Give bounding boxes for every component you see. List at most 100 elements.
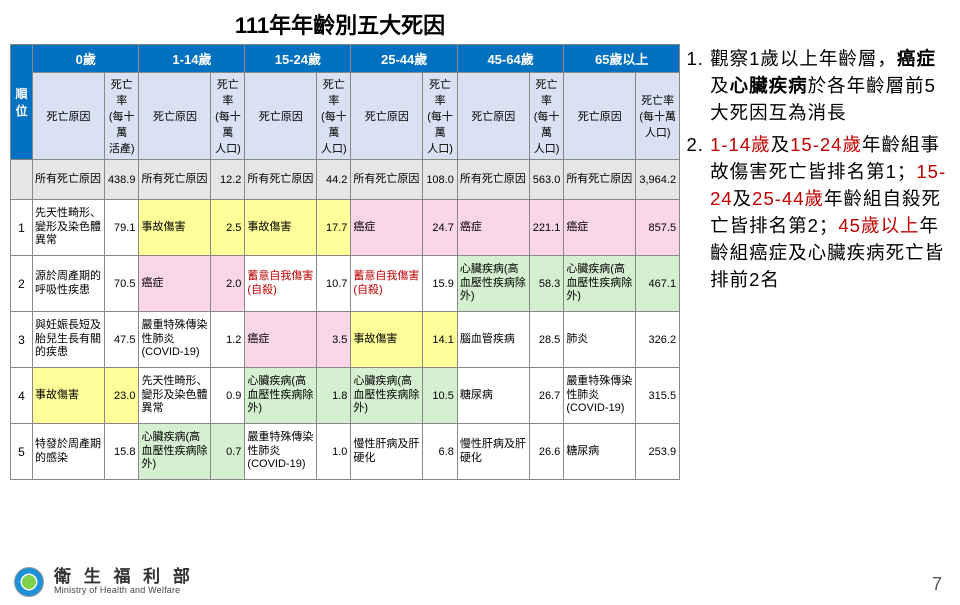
rate-cell: 58.3 (529, 256, 564, 312)
rate-cell: 1.0 (317, 424, 351, 480)
rate-cell: 12.2 (211, 160, 245, 200)
cause-cell: 源於周產期的呼吸性疾患 (32, 256, 104, 312)
cause-cell: 嚴重特殊傳染性肺炎(COVID-19) (245, 424, 317, 480)
cause-cell: 癌症 (351, 200, 423, 256)
rank-header: 順位 (11, 45, 33, 160)
rate-cell: 1.8 (317, 368, 351, 424)
cause-subheader: 死亡原因 (139, 73, 211, 160)
rate-cell: 15.9 (423, 256, 458, 312)
cause-cell: 事故傷害 (351, 312, 423, 368)
cause-cell: 心臟疾病(高血壓性疾病除外) (564, 256, 636, 312)
cause-cell: 癌症 (564, 200, 636, 256)
rate-cell: 14.1 (423, 312, 458, 368)
age-group-header: 1-14歲 (139, 45, 245, 73)
table-container: 順位0歲1-14歲15-24歲25-44歲45-64歲65歲以上死亡原因死亡率 … (0, 44, 680, 480)
rank-cell: 1 (11, 200, 33, 256)
cause-cell: 事故傷害 (139, 200, 211, 256)
age-group-header: 45-64歲 (457, 45, 563, 73)
cause-cell: 事故傷害 (32, 368, 104, 424)
cause-cell: 癌症 (457, 200, 529, 256)
cause-cell: 先天性畸形、變形及染色體異常 (139, 368, 211, 424)
rate-cell: 438.9 (104, 160, 139, 200)
cause-cell: 嚴重特殊傳染性肺炎(COVID-19) (564, 368, 636, 424)
page-number: 7 (932, 574, 942, 595)
rate-cell: 47.5 (104, 312, 139, 368)
notes-panel: 觀察1歲以上年齡層，癌症及心臟疾病於各年齡層前5大死因互為消長1-14歲及15-… (680, 44, 960, 299)
cause-cell: 心臟疾病(高血壓性疾病除外) (139, 424, 211, 480)
rate-subheader: 死亡率 (每十萬 人口) (636, 73, 680, 160)
age-group-header: 25-44歲 (351, 45, 457, 73)
rate-cell: 10.7 (317, 256, 351, 312)
rate-cell: 15.8 (104, 424, 139, 480)
cause-subheader: 死亡原因 (564, 73, 636, 160)
rate-cell: 26.7 (529, 368, 564, 424)
rate-subheader: 死亡率 (每十萬 人口) (317, 73, 351, 160)
rank-cell (11, 160, 33, 200)
rate-cell: 70.5 (104, 256, 139, 312)
footer-cn: 衛 生 福 利 部 (54, 568, 194, 586)
cause-cell: 先天性畸形、變形及染色體異常 (32, 200, 104, 256)
cause-cell: 肺炎 (564, 312, 636, 368)
rate-subheader: 死亡率 (每十萬 人口) (423, 73, 458, 160)
rate-cell: 108.0 (423, 160, 458, 200)
cause-subheader: 死亡原因 (245, 73, 317, 160)
cause-cell: 所有死亡原因 (245, 160, 317, 200)
rate-cell: 3,964.2 (636, 160, 680, 200)
cause-cell: 心臟疾病(高血壓性疾病除外) (351, 368, 423, 424)
rank-cell: 4 (11, 368, 33, 424)
page-title: 111年年齡別五大死因 (0, 0, 680, 44)
rate-cell: 857.5 (636, 200, 680, 256)
cause-cell: 所有死亡原因 (351, 160, 423, 200)
cause-cell: 糖尿病 (564, 424, 636, 480)
note-item: 1-14歲及15-24歲年齡組事故傷害死亡皆排名第1；15-24及25-44歲年… (710, 132, 950, 293)
cause-cell: 所有死亡原因 (32, 160, 104, 200)
rate-cell: 17.7 (317, 200, 351, 256)
note-item: 觀察1歲以上年齡層，癌症及心臟疾病於各年齡層前5大死因互為消長 (710, 46, 950, 126)
cause-cell: 所有死亡原因 (564, 160, 636, 200)
rate-cell: 44.2 (317, 160, 351, 200)
cause-cell: 所有死亡原因 (139, 160, 211, 200)
footer: 衛 生 福 利 部 Ministry of Health and Welfare (14, 567, 194, 597)
cause-cell: 特發於周產期的感染 (32, 424, 104, 480)
rate-cell: 10.5 (423, 368, 458, 424)
cause-subheader: 死亡原因 (32, 73, 104, 160)
cause-cell: 所有死亡原因 (457, 160, 529, 200)
rate-subheader: 死亡率 (每十萬 活產) (104, 73, 139, 160)
cause-subheader: 死亡原因 (457, 73, 529, 160)
rank-cell: 5 (11, 424, 33, 480)
rank-cell: 2 (11, 256, 33, 312)
rank-cell: 3 (11, 312, 33, 368)
rate-cell: 3.5 (317, 312, 351, 368)
rate-subheader: 死亡率 (每十萬 人口) (211, 73, 245, 160)
rate-cell: 0.9 (211, 368, 245, 424)
rate-cell: 28.5 (529, 312, 564, 368)
rate-cell: 467.1 (636, 256, 680, 312)
cause-cell: 與妊娠長短及胎兒生長有關的疾患 (32, 312, 104, 368)
cause-cell: 慢性肝病及肝硬化 (457, 424, 529, 480)
age-group-header: 0歲 (32, 45, 138, 73)
rate-cell: 253.9 (636, 424, 680, 480)
cause-cell: 蓄意自我傷害(自殺) (245, 256, 317, 312)
rate-cell: 6.8 (423, 424, 458, 480)
cause-cell: 嚴重特殊傳染性肺炎(COVID-19) (139, 312, 211, 368)
cause-cell: 癌症 (139, 256, 211, 312)
rate-cell: 315.5 (636, 368, 680, 424)
footer-en: Ministry of Health and Welfare (54, 586, 194, 595)
cause-cell: 慢性肝病及肝硬化 (351, 424, 423, 480)
cause-cell: 腦血管疾病 (457, 312, 529, 368)
age-group-header: 65歲以上 (564, 45, 680, 73)
cause-cell: 蓄意自我傷害(自殺) (351, 256, 423, 312)
rate-cell: 1.2 (211, 312, 245, 368)
rate-cell: 0.7 (211, 424, 245, 480)
cause-cell: 心臟疾病(高血壓性疾病除外) (457, 256, 529, 312)
cause-cell: 糖尿病 (457, 368, 529, 424)
age-group-header: 15-24歲 (245, 45, 351, 73)
rate-cell: 221.1 (529, 200, 564, 256)
notes-list: 觀察1歲以上年齡層，癌症及心臟疾病於各年齡層前5大死因互為消長1-14歲及15-… (688, 46, 950, 293)
ministry-logo-icon (14, 567, 44, 597)
rate-cell: 2.0 (211, 256, 245, 312)
rate-cell: 563.0 (529, 160, 564, 200)
rate-cell: 326.2 (636, 312, 680, 368)
rate-cell: 26.6 (529, 424, 564, 480)
rate-subheader: 死亡率 (每十萬 人口) (529, 73, 564, 160)
